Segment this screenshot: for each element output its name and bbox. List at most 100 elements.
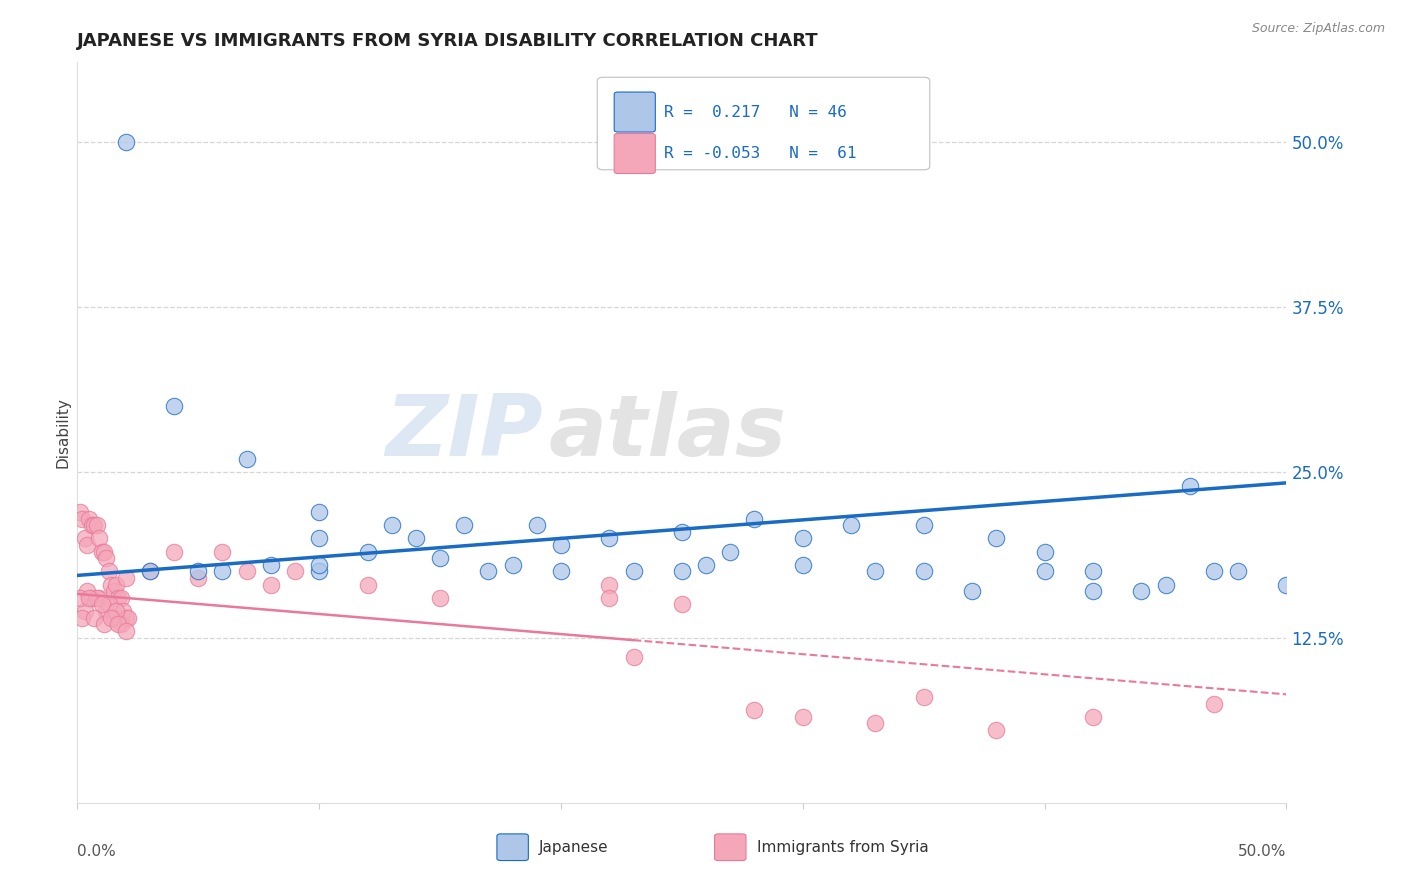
- Point: [100, 610, 122, 624]
- Point: [100, 577, 122, 591]
- Point: [526, 518, 548, 533]
- Point: [163, 399, 186, 413]
- Point: [107, 591, 129, 605]
- Point: [912, 690, 935, 704]
- Point: [139, 565, 162, 579]
- Point: [163, 544, 186, 558]
- Point: [623, 650, 645, 665]
- Point: [429, 551, 451, 566]
- Point: [960, 584, 983, 599]
- Point: [284, 565, 307, 579]
- Point: [1178, 478, 1201, 492]
- Point: [93, 544, 115, 558]
- Point: [117, 610, 139, 624]
- Point: [86, 518, 108, 533]
- Point: [865, 716, 887, 731]
- Point: [1227, 565, 1250, 579]
- Point: [356, 544, 378, 558]
- Point: [1130, 584, 1153, 599]
- Point: [502, 558, 524, 572]
- Point: [550, 565, 572, 579]
- Point: [308, 565, 330, 579]
- Point: [97, 565, 120, 579]
- Point: [839, 518, 862, 533]
- Point: [623, 565, 645, 579]
- Point: [429, 591, 451, 605]
- Point: [260, 577, 283, 591]
- Point: [107, 617, 129, 632]
- Point: [598, 532, 620, 546]
- Text: Source: ZipAtlas.com: Source: ZipAtlas.com: [1251, 22, 1385, 36]
- Point: [80, 591, 103, 605]
- Point: [671, 565, 693, 579]
- Point: [1081, 584, 1104, 599]
- Point: [97, 598, 120, 612]
- FancyBboxPatch shape: [598, 78, 929, 169]
- Point: [792, 558, 814, 572]
- Point: [235, 452, 257, 467]
- Point: [308, 505, 330, 519]
- Point: [110, 617, 132, 632]
- Point: [405, 532, 427, 546]
- Point: [308, 532, 330, 546]
- Text: Immigrants from Syria: Immigrants from Syria: [756, 839, 928, 855]
- Point: [76, 538, 98, 552]
- FancyBboxPatch shape: [614, 134, 655, 173]
- Point: [1202, 565, 1225, 579]
- Text: JAPANESE VS IMMIGRANTS FROM SYRIA DISABILITY CORRELATION CHART: JAPANESE VS IMMIGRANTS FROM SYRIA DISABI…: [77, 32, 818, 50]
- Point: [114, 571, 136, 585]
- Point: [986, 723, 1008, 737]
- Point: [187, 571, 209, 585]
- Text: R =  0.217   N = 46: R = 0.217 N = 46: [664, 104, 846, 120]
- Point: [114, 135, 136, 149]
- Point: [112, 604, 135, 618]
- Point: [70, 511, 93, 525]
- Point: [1275, 577, 1298, 591]
- Point: [1033, 565, 1056, 579]
- Point: [93, 617, 115, 632]
- Point: [103, 610, 125, 624]
- Point: [70, 610, 93, 624]
- Point: [986, 532, 1008, 546]
- Point: [550, 538, 572, 552]
- Point: [381, 518, 404, 533]
- Point: [1081, 565, 1104, 579]
- Point: [187, 565, 209, 579]
- Point: [792, 532, 814, 546]
- Point: [103, 584, 125, 599]
- Point: [87, 532, 110, 546]
- Point: [114, 624, 136, 638]
- Point: [1033, 544, 1056, 558]
- Point: [356, 577, 378, 591]
- FancyBboxPatch shape: [614, 92, 655, 132]
- Point: [105, 577, 128, 591]
- Point: [235, 565, 257, 579]
- Text: Japanese: Japanese: [540, 839, 609, 855]
- Point: [718, 544, 741, 558]
- Point: [912, 518, 935, 533]
- Point: [76, 584, 98, 599]
- Point: [211, 565, 233, 579]
- Point: [83, 518, 105, 533]
- Point: [912, 565, 935, 579]
- Point: [260, 558, 283, 572]
- Y-axis label: Disability: Disability: [55, 397, 70, 468]
- Point: [114, 610, 136, 624]
- Point: [792, 710, 814, 724]
- Point: [477, 565, 499, 579]
- Text: R = -0.053   N =  61: R = -0.053 N = 61: [664, 146, 856, 161]
- Point: [80, 518, 103, 533]
- Point: [744, 511, 766, 525]
- Point: [69, 505, 91, 519]
- Point: [86, 591, 108, 605]
- Point: [90, 544, 112, 558]
- Point: [211, 544, 233, 558]
- Text: 0.0%: 0.0%: [77, 844, 117, 858]
- Point: [96, 604, 118, 618]
- Point: [87, 591, 110, 605]
- Point: [96, 551, 118, 566]
- Point: [79, 511, 101, 525]
- Text: 50.0%: 50.0%: [1239, 844, 1286, 858]
- Point: [744, 703, 766, 717]
- Point: [671, 598, 693, 612]
